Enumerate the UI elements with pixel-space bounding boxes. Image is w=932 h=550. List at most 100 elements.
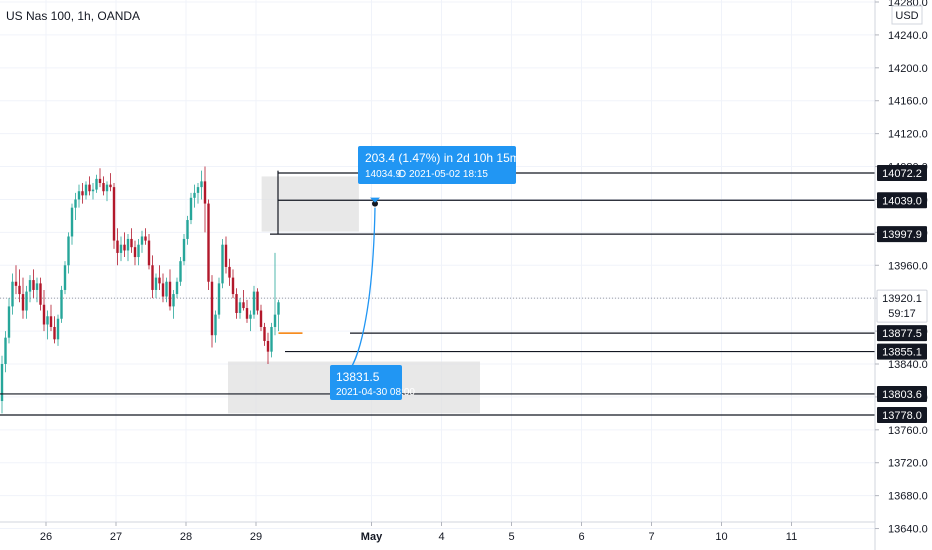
x-tick-label: 7 <box>648 531 654 543</box>
candle-body <box>242 302 245 309</box>
candle-body <box>182 238 186 262</box>
candle-body <box>266 340 270 352</box>
candle <box>249 310 252 332</box>
candle <box>140 230 144 253</box>
candle <box>182 234 186 266</box>
candle-body <box>130 238 133 248</box>
level-price-tag[interactable] <box>877 192 927 209</box>
projection-low-box[interactable] <box>330 365 402 400</box>
y-tick-label: 13680.0 <box>888 491 928 503</box>
zone-1[interactable] <box>261 176 359 232</box>
candle <box>4 331 7 373</box>
candle-body <box>123 244 126 251</box>
price-axis: 14280.014240.014200.014160.014120.014080… <box>875 0 928 536</box>
candle-body <box>126 238 130 251</box>
x-tick-label: 26 <box>40 531 52 543</box>
candle <box>172 289 175 319</box>
projection-headline: 203.4 (1.47%) in 2d 10h 15m <box>365 151 520 165</box>
candle-body <box>189 197 193 221</box>
level-price-tag[interactable] <box>877 325 927 342</box>
candle <box>200 170 203 200</box>
candle <box>60 285 63 323</box>
y-tick-label: 13840.0 <box>888 359 928 371</box>
candle <box>95 174 98 193</box>
candle <box>70 203 74 245</box>
currency-box[interactable] <box>891 5 923 25</box>
level-price-tag[interactable] <box>877 407 927 424</box>
candle <box>179 257 182 286</box>
candle <box>175 277 179 299</box>
candle <box>126 234 130 262</box>
candle-body <box>28 280 32 292</box>
candle <box>42 289 46 332</box>
candle-body <box>203 181 207 204</box>
candle <box>161 273 165 303</box>
candle-body <box>112 187 116 241</box>
candle-body <box>63 265 67 290</box>
candle <box>158 265 161 290</box>
candle-body <box>249 314 252 319</box>
candle <box>98 168 102 188</box>
candle-body <box>224 244 228 267</box>
candle-body <box>235 294 238 313</box>
level-price-tag[interactable] <box>877 164 927 181</box>
candle-body <box>91 189 95 192</box>
level-price-tag-label: 13803.6 <box>882 389 922 401</box>
candle-body <box>46 316 49 325</box>
candle-body <box>252 291 256 315</box>
candle-body <box>196 187 200 193</box>
candle-body <box>245 308 249 319</box>
candle <box>270 322 273 358</box>
candle-body <box>151 265 154 290</box>
candle-body <box>165 281 168 297</box>
level-price-tag[interactable] <box>877 385 927 402</box>
candle <box>214 310 217 343</box>
candle <box>11 273 14 315</box>
projection-layer: 203.4 (1.47%) in 2d 10h 15m 14034.9 2021-0… <box>330 146 520 400</box>
candle-body <box>98 178 102 183</box>
candle-body <box>270 326 273 352</box>
candle-body <box>137 244 140 258</box>
candle <box>46 310 49 340</box>
level-price-tag[interactable] <box>877 226 927 243</box>
y-tick-label: 14200.0 <box>888 63 928 75</box>
projection-low-date: 2021-04-30 08:00 <box>336 387 415 398</box>
level-price-tag-label: 13855.1 <box>882 347 922 359</box>
candle <box>186 215 189 245</box>
level-price-tag-label: 13997.9 <box>882 229 922 241</box>
symbol-title[interactable]: US Nas 100, 1h, OANDA <box>6 9 140 23</box>
candle <box>151 255 154 299</box>
candle-body <box>56 318 60 340</box>
candle <box>165 277 168 303</box>
candle <box>105 181 109 202</box>
candle-body <box>133 247 137 258</box>
candle <box>81 183 84 204</box>
candle <box>133 240 137 266</box>
candle-body <box>168 281 172 307</box>
level-price-tag[interactable] <box>877 343 927 360</box>
candle <box>263 322 266 346</box>
candle-body <box>186 220 189 239</box>
candle <box>221 238 224 289</box>
level-price-tag-label: 13877.5 <box>882 328 922 340</box>
candle <box>154 273 158 299</box>
candle <box>63 261 67 295</box>
candle <box>77 184 81 208</box>
projection-low-price: 13831.5 <box>336 370 380 384</box>
candle-body <box>11 281 14 307</box>
x-tick-label: 6 <box>578 531 584 543</box>
candle-body <box>263 326 266 341</box>
candle <box>196 183 200 204</box>
x-tick-label: 27 <box>110 531 122 543</box>
current-price-tag[interactable] <box>876 289 928 323</box>
projection-target-box[interactable] <box>358 146 516 184</box>
currency-label[interactable]: USD <box>895 10 918 22</box>
candle-body <box>102 183 105 192</box>
candle-body <box>77 191 81 200</box>
candle-body <box>105 184 109 192</box>
candle <box>21 277 25 319</box>
candle <box>189 192 193 225</box>
candle-body <box>49 316 53 327</box>
projection-target-price: 14034.9 <box>365 169 402 180</box>
